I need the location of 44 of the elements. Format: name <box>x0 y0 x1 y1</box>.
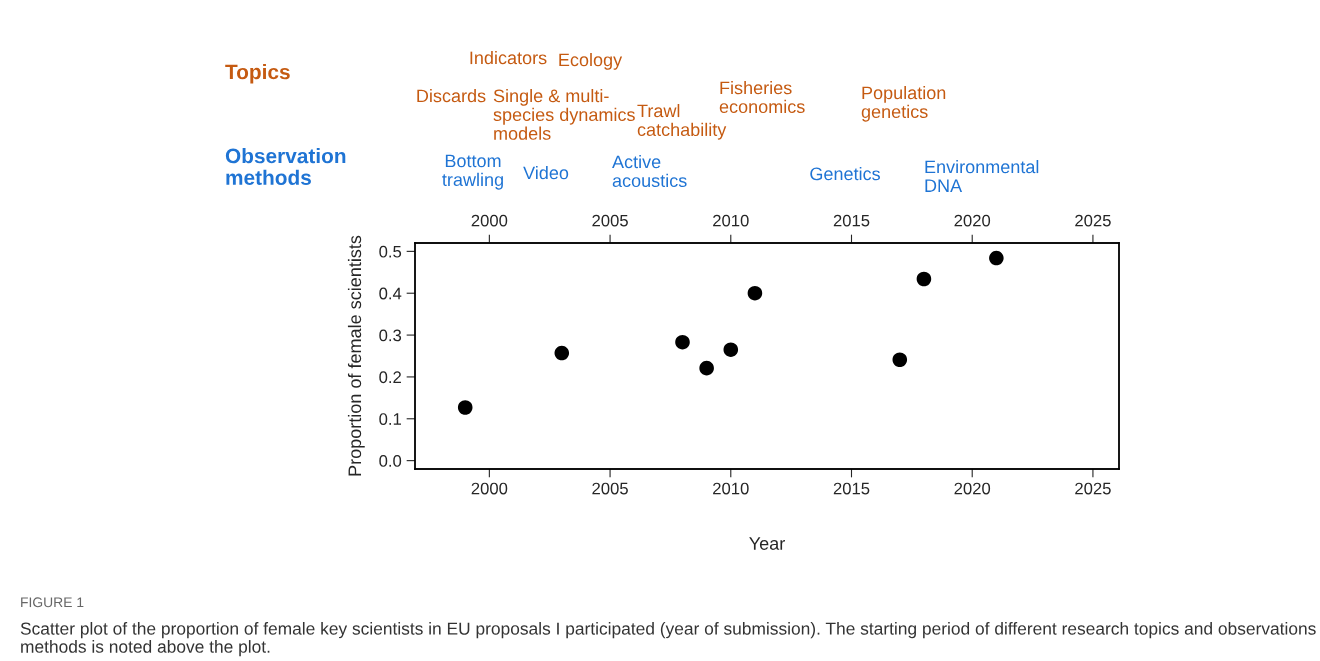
text: Environmental DNA <box>925 160 1039 192</box>
x-tick-label: 2020 <box>954 482 991 495</box>
point <box>916 271 932 287</box>
x-tick-label: 2025 <box>1075 482 1111 495</box>
point <box>892 352 908 368</box>
text: Active acoustics <box>612 155 687 188</box>
y-axis-title: Proportion of female scientists <box>347 235 365 476</box>
x2-tick-label: 2010 <box>713 214 749 227</box>
text: Discards <box>417 89 486 103</box>
x2-tick-label: 2025 <box>1075 214 1111 227</box>
point <box>723 342 739 358</box>
text: Fisheries economics <box>719 81 805 114</box>
text: Topics <box>225 64 290 84</box>
point <box>989 250 1004 266</box>
y-tick-label: 0.1 <box>379 413 401 425</box>
text: Indicators <box>470 51 547 65</box>
text: Population genetics <box>861 86 946 122</box>
y-tick-label: 0.5 <box>379 245 402 258</box>
text: Video <box>523 166 569 180</box>
text: Observation methods <box>225 148 346 185</box>
text: Single & multi- species dynamics models <box>493 89 635 140</box>
x-tick-label: 2000 <box>471 482 508 495</box>
y-tick-label: 0.4 <box>379 287 402 300</box>
text: Bottom trawling <box>442 154 503 190</box>
x2-tick-label: 2005 <box>592 214 628 227</box>
x2-tick-label: 2020 <box>954 214 991 227</box>
x-tick-label: 2010 <box>713 482 749 495</box>
y-tick-label: 0.0 <box>379 455 402 467</box>
point <box>699 360 714 376</box>
x2-tick-label: 2015 <box>833 214 870 227</box>
point <box>554 345 570 361</box>
text: Genetics <box>810 167 880 181</box>
y-tick-label: 0.2 <box>379 371 401 384</box>
text: Scatter plot of the proportion of female key scientists in EU proposals I participated (year of submission). The starting period of different research topics and observations methods is noted above the plot. <box>20 622 1316 657</box>
x-tick-label: 2015 <box>833 482 870 495</box>
text: Ecology <box>559 53 623 70</box>
point <box>747 285 763 301</box>
point <box>675 334 690 350</box>
y-tick-label: 0.3 <box>379 329 402 342</box>
x-tick-label: 2005 <box>592 482 628 495</box>
point <box>457 400 473 415</box>
caption: FIGURE 1 <box>21 597 84 608</box>
x-axis-title: Year <box>749 537 785 550</box>
x2-tick-label: 2000 <box>471 214 508 227</box>
